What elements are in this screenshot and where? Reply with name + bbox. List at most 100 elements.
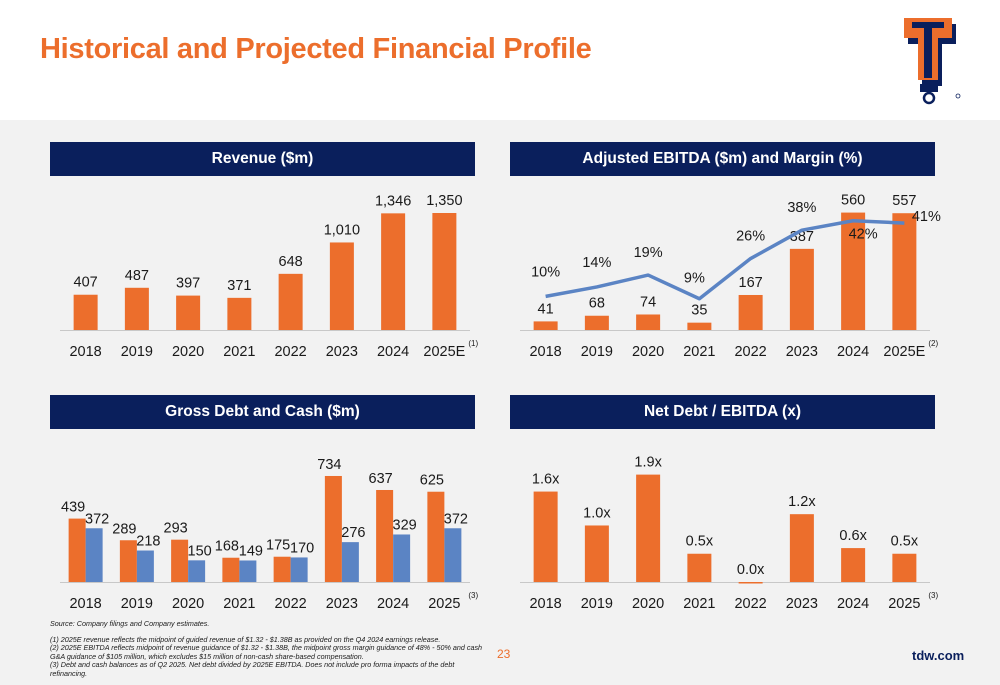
x-tick-label-0: 2018 [69,596,101,612]
footnote-marker: (3) [928,591,938,600]
data-label-series-1-3: 0.5x [686,534,714,550]
margin-label-6: 42% [849,227,878,243]
data-label-series-1-0: 439 [61,500,85,516]
margin-label-2: 19% [634,245,663,261]
net-debt-chart: 1.6x 1.0x 1.9x 0.5x 0.0x 1.2x 0.6x 0.5x 2018 2019… [520,455,938,612]
data-label-series-2-2: 150 [188,543,212,559]
data-label-series-1-4: 648 [279,254,303,270]
data-label-series-1-5: 1.2x [788,494,816,510]
x-tick-label-4: 2022 [274,344,306,360]
bar-series-1-7 [432,213,457,330]
data-label-series-1-6: 0.6x [839,528,867,544]
data-label-series-1-2: 1.9x [634,455,662,471]
margin-line [545,218,905,301]
ebitda-panel-header: Adjusted EBITDA ($m) and Margin (%) [510,142,935,176]
source-note: Source: Company filings and Company esti… [50,619,210,628]
ebitda-chart-title: Adjusted EBITDA ($m) and Margin (%) [582,150,863,167]
data-label-series-1-4: 0.0x [737,562,765,578]
data-label-series-1-1: 1.0x [583,505,611,521]
bar-series-1-5 [329,242,354,330]
x-tick-label-6: 2024 [377,344,409,360]
data-label-series-1-7: 0.5x [891,534,919,550]
footnote-1: (1) 2025E revenue reflects the midpoint … [50,634,441,644]
data-label-series-1-5: 1,010 [324,222,360,238]
x-tick-label-7: 2025 [428,596,460,612]
x-tick-label-3: 2021 [223,344,255,360]
website-link[interactable]: tdw.com [912,648,965,663]
x-tick-label-2: 2020 [172,596,204,612]
bar-series-1-0 [533,491,558,582]
bar-series-1-1 [584,525,609,582]
x-tick-label-7: 2025E [423,344,465,360]
x-tick-label-0: 2018 [529,344,561,360]
data-label-series-1-6: 637 [369,471,393,487]
bar-series-1-2 [636,314,661,330]
revenue-chart: 407 487 397 371 648 1,010 1,346 1,350 2018 2019 20… [60,193,478,360]
bar-series-1-7 [892,553,917,582]
page-number: 23 [497,647,511,661]
data-label-series-1-2: 397 [176,276,200,292]
margin-label-7: 41% [912,209,941,225]
data-label-series-1-6: 560 [841,193,865,209]
bar-series-1-5 [789,514,814,582]
page-title: Historical and Projected Financial Profi… [40,33,592,65]
footnote-marker: (2) [928,339,938,348]
bar-series-2-3 [239,560,257,582]
data-label-series-1-1: 289 [112,521,136,537]
debt-cash-chart: 439 289 293 168 175 734 637 625 372 218 150 149 170 2… [60,457,478,612]
footnote-3: (3) Debt and cash balances as of Q2 2025… [50,660,455,678]
x-tick-label-4: 2022 [274,596,306,612]
data-label-series-2-0: 372 [85,511,109,527]
x-tick-label-2: 2020 [632,596,664,612]
data-label-series-1-5: 734 [317,457,341,473]
bar-series-2-0 [85,528,103,582]
margin-label-0: 10% [531,264,560,280]
footnotes: Source: Company filings and Company esti… [50,619,490,679]
debt-cash-chart-title: Gross Debt and Cash ($m) [165,403,360,420]
bar-series-1-3 [687,322,712,330]
revenue-panel-header: Revenue ($m) [50,142,475,176]
data-label-series-1-3: 168 [215,539,239,555]
bar-series-1-3 [227,297,252,330]
x-tick-label-7: 2025E [883,344,925,360]
bar-series-1-2 [171,539,189,582]
data-label-series-2-3: 149 [239,543,263,559]
x-tick-label-7: 2025 [888,596,920,612]
data-label-series-1-1: 68 [589,296,605,312]
x-tick-label-2: 2020 [172,344,204,360]
data-label-series-1-0: 1.6x [532,472,560,488]
bar-series-1-2 [636,474,661,582]
bar-series-2-6 [393,534,411,582]
x-tick-label-6: 2024 [837,344,869,360]
margin-label-4: 26% [736,229,765,245]
data-label-series-1-7: 625 [420,473,444,489]
bar-series-1-6 [376,489,394,582]
x-tick-label-4: 2022 [734,596,766,612]
bar-series-1-6 [381,213,406,330]
x-tick-label-5: 2023 [326,596,358,612]
data-label-series-2-4: 170 [290,540,314,556]
margin-label-3: 9% [684,271,705,287]
bar-series-1-2 [176,295,201,330]
data-label-series-1-2: 74 [640,294,656,310]
data-label-series-2-5: 276 [341,525,365,541]
bar-series-1-0 [68,518,86,582]
x-tick-label-6: 2024 [837,596,869,612]
bar-series-1-6 [841,548,866,582]
x-tick-label-1: 2019 [581,344,613,360]
bar-series-1-3 [687,553,712,582]
data-label-series-1-0: 407 [74,275,98,291]
margin-label-5: 38% [787,200,816,216]
footnote-marker: (1) [468,339,478,348]
bar-series-1-1 [119,540,137,582]
bar-series-1-4 [738,294,763,330]
x-tick-label-0: 2018 [529,596,561,612]
footnote-2: (2) 2025E EBITDA reflects midpoint of re… [50,643,483,661]
data-label-series-1-4: 167 [739,275,763,291]
bar-series-2-1 [136,550,154,582]
x-tick-label-5: 2023 [786,344,818,360]
data-label-series-1-7: 557 [892,193,916,209]
x-tick-label-5: 2023 [326,344,358,360]
bar-series-1-1 [124,287,149,330]
